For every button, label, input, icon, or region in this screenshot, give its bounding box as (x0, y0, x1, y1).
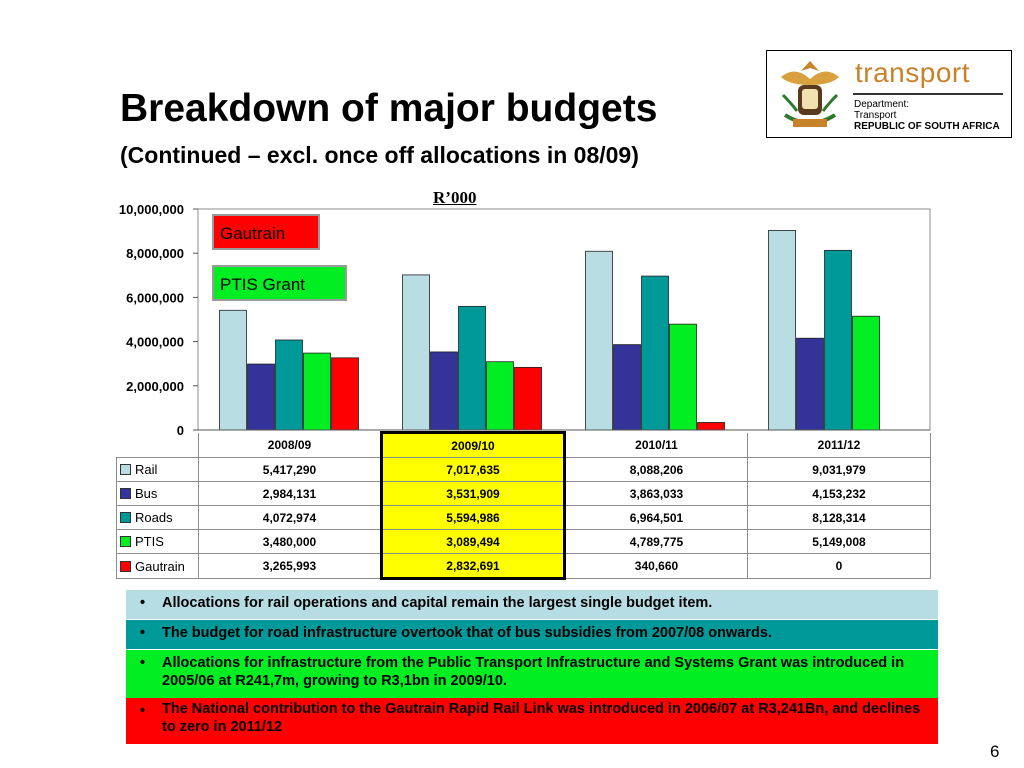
rail-swatch (120, 464, 131, 475)
bar-ptis-2010-11 (669, 323, 697, 431)
bar-rail-2009-10 (402, 274, 430, 431)
bullet-ptis: • Allocations for infrastructure from the… (126, 650, 938, 698)
table-row: Roads 4,072,974 5,594,986 6,964,501 8,12… (116, 505, 931, 530)
bar-bus-2009-10 (430, 351, 458, 431)
unit-label: R’000 (433, 188, 477, 207)
table-cell: 2,832,691 (380, 553, 566, 580)
table-cell: 2,984,131 (198, 481, 382, 506)
y-tick-label: 8,000,000 (126, 246, 184, 261)
table-cell: 3,480,000 (198, 529, 382, 554)
bar-rail-2010-11 (585, 250, 613, 431)
bullet-text: The budget for road infrastructure overt… (162, 625, 772, 641)
department-logo: transport Department: Transport REPUBLIC… (766, 50, 1012, 138)
bus-swatch (120, 488, 131, 499)
y-tick-label: 6,000,000 (126, 290, 184, 305)
bullet-rail: • Allocations for rail operations and cap… (126, 590, 938, 619)
table-cell: 3,089,494 (380, 529, 566, 554)
row-label-ptis: PTIS (116, 529, 199, 554)
page-number: 6 (990, 742, 1000, 761)
table-cell: 4,789,775 (564, 529, 748, 554)
table-header-cell: 2008/09 (198, 432, 382, 458)
series-name: Roads (135, 510, 173, 525)
table-cell: 0 (747, 553, 931, 579)
table-header-cell: 2010/11 (564, 432, 748, 458)
series-name: Gautrain (135, 558, 185, 574)
table-cell: 3,531,909 (380, 481, 566, 506)
bar-roads-2009-10 (458, 305, 486, 431)
bullet-dot: • (140, 625, 146, 641)
slide-title: Breakdown of major budgets (120, 87, 658, 130)
table-cell: 8,088,206 (564, 457, 748, 482)
table-cell: 8,128,314 (747, 505, 931, 530)
bullet-dot: • (140, 595, 146, 611)
table-row: Rail 5,417,290 7,017,635 8,088,206 9,031… (116, 457, 931, 482)
series-name: PTIS (135, 534, 164, 549)
bullet-gautrain: • The National contribution to the Gautra… (126, 698, 938, 744)
bullet-text: The National contribution to the Gautrai… (162, 701, 921, 735)
bar-roads-2011-12 (824, 249, 852, 431)
table-cell: 6,964,501 (564, 505, 748, 530)
table-cell: 5,149,008 (747, 529, 931, 554)
row-label-roads: Roads (116, 505, 199, 530)
y-tick-label: 2,000,000 (126, 379, 184, 394)
logo-brand-text: transport (855, 57, 970, 88)
bar-rail-2011-12 (768, 229, 796, 431)
bar-bus-2011-12 (796, 337, 824, 431)
bullet-dot: • (140, 703, 146, 719)
table-row: Bus 2,984,131 3,531,909 3,863,033 4,153,… (116, 481, 931, 506)
bar-rail-2008-09 (219, 309, 247, 431)
bar-roads-2010-11 (641, 275, 669, 431)
bar-gautrain-2009-10 (514, 366, 542, 431)
bar-bus-2010-11 (613, 344, 641, 431)
table-cell: 340,660 (564, 553, 748, 579)
table-header-cell: 2009/10 (380, 431, 566, 458)
data-table: 2008/09 2009/10 2010/11 2011/12 Rail 5,4… (116, 431, 931, 580)
table-header-row: 2008/09 2009/10 2010/11 2011/12 (117, 431, 931, 458)
bullet-roads: • The budget for road infrastructure over… (126, 620, 938, 649)
table-cell: 7,017,635 (380, 457, 566, 482)
logo-dept-line1: Department: (854, 99, 910, 110)
bullet-dot: • (140, 655, 146, 671)
coat-of-arms-icon (781, 61, 839, 127)
roads-swatch (120, 512, 131, 523)
logo-dept-line2: Transport (854, 110, 897, 121)
table-cell: 5,417,290 (198, 457, 382, 482)
y-tick-label: 4,000,000 (126, 335, 184, 350)
table-row: PTIS 3,480,000 3,089,494 4,789,775 5,149… (116, 529, 931, 554)
y-tick-label: 10,000,000 (119, 202, 184, 217)
table-header-cell: 2011/12 (747, 432, 931, 458)
bar-gautrain-2008-09 (331, 357, 359, 431)
gautrain-callout: Gautrain (212, 214, 320, 250)
budget-bar-chart: 0 2,000,000 4,000,000 6,000,000 8,000,000 10,… (119, 202, 931, 438)
y-tick-label: 0 (177, 423, 184, 438)
table-cell: 3,863,033 (564, 481, 748, 506)
bullet-text: Allocations for infrastructure from the … (162, 655, 905, 689)
bar-bus-2008-09 (247, 363, 275, 431)
bar-roads-2008-09 (275, 339, 303, 431)
ptis-grant-callout: PTIS Grant (212, 265, 347, 301)
series-name: Rail (135, 462, 158, 477)
slide-subtitle: (Continued – excl. once off allocations … (120, 142, 639, 168)
table-cell: 3,265,993 (198, 553, 382, 579)
bar-ptis-2011-12 (852, 315, 880, 431)
row-label-rail: Rail (116, 457, 199, 482)
logo-dept-line3: REPUBLIC OF SOUTH AFRICA (854, 121, 1000, 132)
table-row: Gautrain 3,265,993 2,832,691 340,660 0 (116, 553, 931, 580)
logo-department-text: Department: Transport REPUBLIC OF SOUTH … (854, 99, 1000, 132)
table-cell: 4,072,974 (198, 505, 382, 530)
gautrain-swatch (120, 560, 131, 572)
logo-divider (853, 93, 1003, 95)
ptis-swatch (120, 536, 131, 547)
table-corner (117, 433, 199, 458)
row-label-gautrain: Gautrain (116, 553, 199, 579)
bar-ptis-2009-10 (486, 361, 514, 431)
table-cell: 5,594,986 (380, 505, 566, 530)
bar-gautrain-2010-11 (697, 422, 725, 431)
bullet-text: Allocations for rail operations and capi… (162, 595, 713, 611)
bar-ptis-2008-09 (303, 352, 331, 431)
table-cell: 9,031,979 (747, 457, 931, 482)
series-name: Bus (135, 486, 158, 501)
table-cell: 4,153,232 (747, 481, 931, 506)
row-label-bus: Bus (116, 481, 199, 506)
